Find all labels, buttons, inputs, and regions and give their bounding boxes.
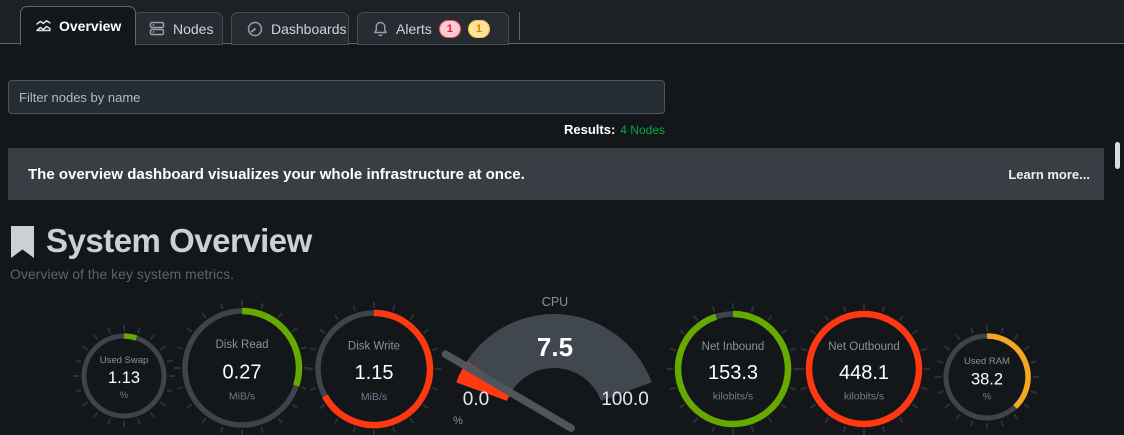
- svg-text:448.1: 448.1: [839, 362, 889, 384]
- svg-text:MiB/s: MiB/s: [229, 390, 255, 402]
- tab-nodes[interactable]: Nodes: [133, 12, 223, 45]
- tab-overview-label: Overview: [59, 18, 122, 34]
- svg-text:MiB/s: MiB/s: [361, 391, 387, 403]
- filter-nodes-input[interactable]: [8, 80, 665, 114]
- svg-text:38.2: 38.2: [971, 370, 1003, 388]
- tab-dashboards-label: Dashboards: [271, 20, 347, 37]
- svg-text:kilobits/s: kilobits/s: [844, 390, 884, 402]
- svg-text:CPU: CPU: [542, 295, 568, 309]
- gauge-disk-read[interactable]: Disk Read 0.27 MiB/s: [172, 298, 312, 435]
- info-banner: The overview dashboard visualizes your w…: [8, 148, 1104, 200]
- svg-text:%: %: [120, 390, 129, 401]
- svg-text:%: %: [983, 392, 992, 403]
- svg-text:kilobits/s: kilobits/s: [713, 390, 753, 402]
- tab-nodes-label: Nodes: [173, 20, 214, 37]
- svg-text:0.27: 0.27: [223, 361, 262, 383]
- gauge-cpu[interactable]: CPU 7.5 0.0 100.0 %: [434, 292, 674, 435]
- section-subtitle: Overview of the key system metrics.: [10, 266, 235, 282]
- svg-text:Used RAM: Used RAM: [964, 356, 1010, 367]
- gauge-used-ram[interactable]: Used RAM 38.2 %: [933, 323, 1041, 431]
- bell-icon: [372, 20, 389, 38]
- critical-alerts-badge[interactable]: 1: [438, 19, 461, 38]
- results-value: 4 Nodes: [620, 123, 665, 137]
- warning-alerts-badge[interactable]: 1: [467, 19, 491, 38]
- tab-overview[interactable]: Overview: [20, 6, 137, 45]
- banner-message: The overview dashboard visualizes your w…: [28, 165, 525, 183]
- learn-more-link[interactable]: Learn more...: [1008, 166, 1090, 182]
- gauge-disk-write[interactable]: Disk Write 1.15 MiB/s: [305, 300, 443, 435]
- svg-text:Disk Write: Disk Write: [348, 341, 400, 353]
- svg-text:Net Outbound: Net Outbound: [828, 341, 900, 353]
- tab-alerts[interactable]: Alerts 1 1: [357, 12, 509, 45]
- svg-text:7.5: 7.5: [537, 332, 573, 362]
- svg-text:1.15: 1.15: [355, 362, 394, 384]
- svg-text:1.13: 1.13: [108, 369, 140, 387]
- svg-text:100.0: 100.0: [601, 389, 649, 410]
- tab-dashboards[interactable]: Dashboards: [231, 12, 349, 45]
- svg-text:Net Inbound: Net Inbound: [702, 341, 765, 353]
- results-label: Results:: [564, 122, 616, 137]
- scrollbar-thumb[interactable]: [1115, 142, 1120, 169]
- svg-text:Used Swap: Used Swap: [100, 355, 149, 366]
- area-chart-icon: [35, 18, 52, 34]
- bookmark-icon: [10, 226, 35, 264]
- tab-alerts-label: Alerts: [396, 20, 432, 37]
- tab-bar: Overview Nodes Dashboards Alerts 1 1: [0, 0, 1124, 45]
- svg-text:0.0: 0.0: [463, 389, 489, 410]
- gauge-icon: [246, 20, 264, 38]
- server-stack-icon: [148, 20, 166, 37]
- svg-text:%: %: [453, 415, 463, 427]
- gauge-used-swap[interactable]: Used Swap 1.13 %: [71, 323, 177, 429]
- svg-text:Disk Read: Disk Read: [215, 339, 268, 351]
- gauge-net-inbound[interactable]: Net Inbound 153.3 kilobits/s: [665, 301, 801, 435]
- section-title: System Overview: [46, 222, 312, 259]
- tab-divider: [519, 12, 520, 40]
- gauge-net-outbound[interactable]: Net Outbound 448.1 kilobits/s: [796, 301, 932, 435]
- svg-text:153.3: 153.3: [708, 362, 758, 384]
- results-count: Results: 4 Nodes: [8, 121, 665, 139]
